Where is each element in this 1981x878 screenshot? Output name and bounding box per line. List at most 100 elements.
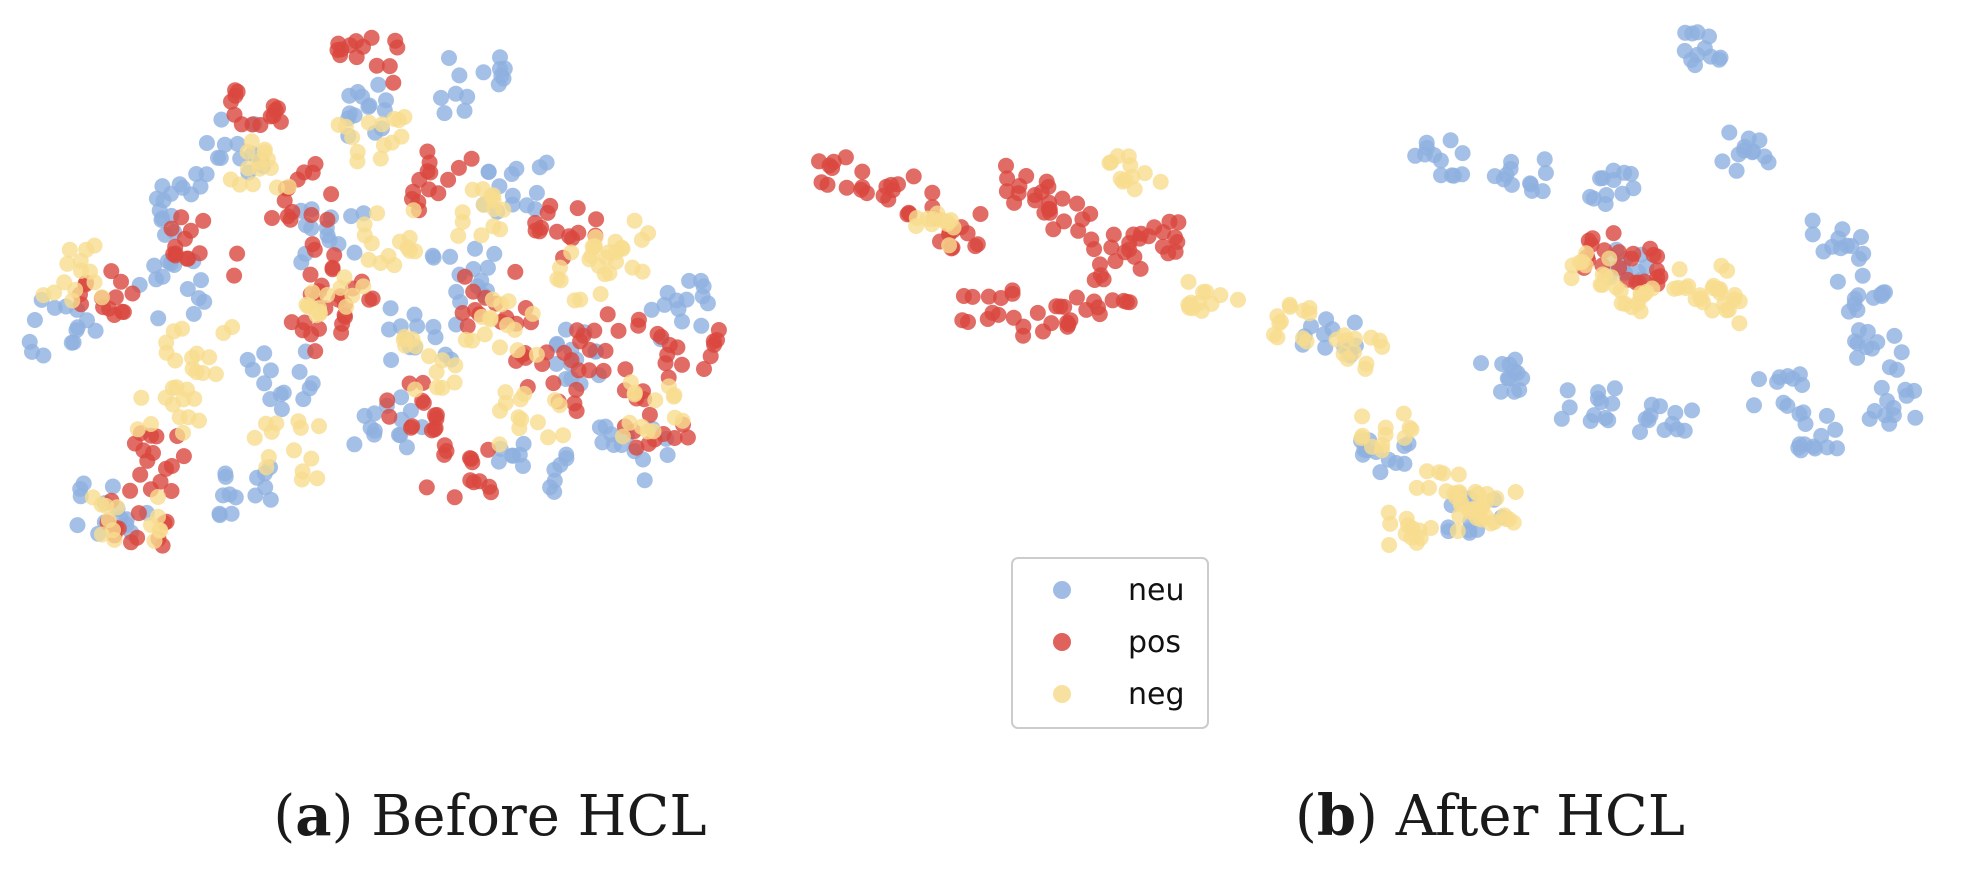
point-a-neg — [86, 274, 103, 291]
point-a-neg — [375, 137, 392, 154]
point-a-neg — [280, 178, 297, 195]
legend-label-neu: neu — [1128, 573, 1184, 608]
point-b-neu — [1454, 145, 1471, 162]
point-b-neu — [1317, 339, 1334, 356]
point-b-pos — [972, 206, 989, 222]
point-a-neg — [581, 251, 598, 268]
point-b-pos — [854, 163, 871, 180]
point-a-neg — [360, 114, 377, 131]
point-a-pos — [549, 223, 565, 240]
point-b-neg — [1450, 466, 1467, 483]
point-a-neu — [69, 517, 86, 534]
point-b-neg — [945, 219, 962, 236]
point-a-neg — [222, 171, 239, 188]
point-a-pos — [669, 339, 686, 356]
point-a-neg — [298, 296, 315, 313]
point-a-neu — [448, 283, 465, 300]
point-a-neu — [104, 478, 121, 495]
point-a-pos — [348, 49, 365, 66]
point-a-pos — [223, 93, 239, 110]
point-a-neg — [355, 278, 372, 295]
point-a-pos — [674, 356, 690, 373]
point-a-neg — [258, 415, 274, 432]
point-b-pos — [1086, 272, 1103, 288]
point-a-neu — [262, 491, 279, 508]
point-b-neg — [1112, 170, 1129, 187]
point-b-pos — [1038, 173, 1055, 190]
point-b-neu — [1853, 229, 1869, 245]
point-a-neg — [250, 153, 267, 170]
point-a-pos — [163, 220, 180, 237]
point-a-pos — [527, 214, 544, 231]
point-a-neg — [303, 450, 320, 467]
point-a-neg — [84, 489, 101, 506]
point-a-neu — [366, 426, 383, 443]
point-b-pos — [811, 153, 827, 170]
point-b-neg — [1408, 479, 1425, 496]
point-a-neu — [247, 487, 264, 504]
point-a-pos — [103, 263, 120, 280]
point-a-neg — [491, 339, 508, 356]
point-a-neg — [428, 364, 445, 380]
point-a-neu — [382, 300, 399, 317]
point-b-neg — [1336, 327, 1353, 344]
point-b-pos — [1132, 260, 1149, 277]
point-a-pos — [561, 228, 578, 245]
point-a-neu — [436, 105, 453, 122]
point-a-neg — [292, 419, 309, 436]
point-a-pos — [630, 311, 647, 328]
point-a-neu — [223, 505, 240, 522]
point-a-neg — [551, 397, 568, 414]
point-b-neg — [1396, 429, 1413, 446]
point-b-pos — [993, 290, 1009, 306]
point-b-neg — [1731, 293, 1748, 310]
point-b-pos — [905, 168, 922, 185]
point-a-neg — [239, 143, 256, 160]
point-b-neu — [1433, 167, 1449, 184]
point-b-pos — [1091, 306, 1108, 323]
point-a-pos — [617, 361, 634, 378]
legend: neu pos neg — [1011, 557, 1209, 729]
point-b-pos — [1140, 228, 1157, 245]
point-a-pos — [361, 291, 378, 308]
point-b-neu — [1805, 438, 1822, 455]
point-a-pos — [628, 439, 645, 456]
point-a-neg — [311, 303, 328, 320]
point-a-neg — [56, 274, 73, 291]
point-a-neg — [143, 416, 159, 432]
point-a-neu — [441, 50, 457, 66]
point-a-neg — [194, 365, 211, 381]
point-a-neu — [293, 254, 310, 271]
point-b-neg — [1180, 273, 1197, 290]
point-a-neu — [256, 375, 273, 392]
point-b-neg — [1230, 291, 1246, 308]
point-a-neu — [21, 333, 38, 350]
point-a-pos — [459, 318, 476, 335]
point-b-neu — [1640, 412, 1657, 429]
point-b-neu — [1873, 379, 1890, 396]
point-a-neg — [592, 286, 609, 302]
point-a-neg — [260, 449, 277, 465]
point-a-pos — [303, 326, 320, 343]
point-a-pos — [568, 381, 585, 398]
point-b-neu — [1859, 323, 1876, 340]
point-a-neg — [563, 244, 580, 261]
point-a-neu — [188, 166, 205, 182]
point-a-neu — [150, 310, 167, 327]
point-a-neu — [678, 291, 695, 308]
point-a-pos — [323, 186, 340, 203]
point-b-pos — [1029, 304, 1046, 321]
point-a-pos — [450, 159, 467, 176]
point-a-neu — [527, 201, 544, 218]
point-b-neg — [1671, 261, 1688, 278]
point-b-pos — [890, 176, 906, 193]
point-a-neg — [407, 381, 424, 398]
point-a-neg — [524, 305, 541, 322]
point-a-neu — [68, 322, 85, 339]
point-a-neg — [572, 291, 589, 308]
point-a-pos — [415, 394, 432, 411]
point-b-neu — [1522, 175, 1539, 192]
point-b-neu — [1503, 176, 1520, 193]
point-a-neg — [634, 263, 651, 280]
point-a-pos — [436, 437, 453, 454]
